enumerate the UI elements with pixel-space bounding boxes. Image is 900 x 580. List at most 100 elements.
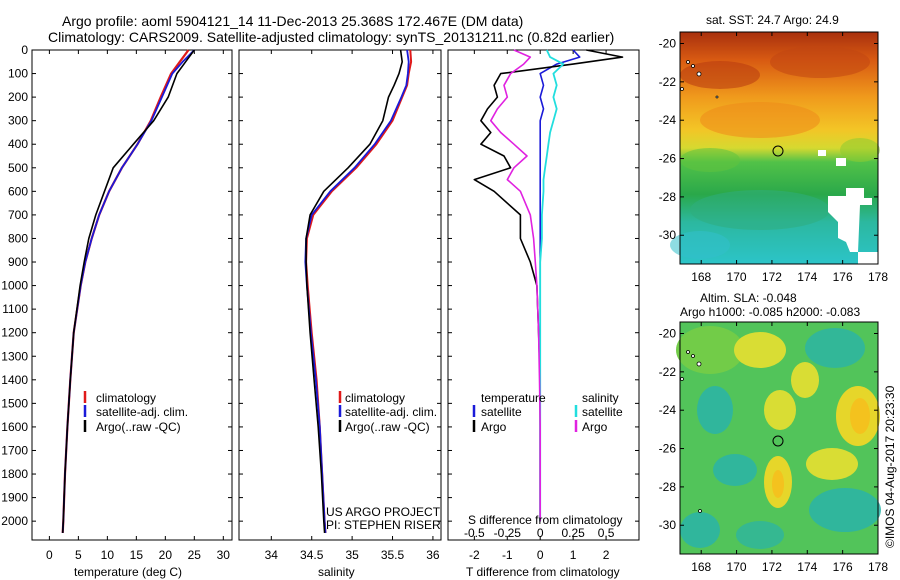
x-tick-label: 5 — [75, 548, 82, 562]
series-line-argo-raw-qc- — [305, 49, 404, 533]
sst-map-nodata-patch-3 — [836, 158, 846, 166]
x-tick-label: 0 — [537, 548, 544, 562]
x-tick-label: 10 — [101, 548, 115, 562]
sla-map-title: Altim. SLA: -0.048 — [700, 291, 797, 305]
legend-label-s-argo: Argo — [582, 420, 608, 434]
map-y-tick-label: -20 — [659, 37, 677, 51]
difference-x-axis: -2 -1 0 1 2 -0.5 -0.25 0 0.25 0.5 — [464, 50, 615, 562]
legend-label-t-argo: Argo — [481, 420, 507, 434]
series-line-salinity-satellite — [539, 49, 565, 522]
s-tick-label: 0 — [537, 526, 544, 540]
temperature-legend: climatology satellite-adj. clim. Argo(..… — [83, 391, 188, 434]
legend-label-s-satellite: satellite — [582, 405, 623, 419]
y-tick-label: 1200 — [1, 326, 28, 340]
salinity-panel: 34 34.5 35 35.5 36 salinity climatology sate… — [238, 49, 442, 579]
y-tick-label: 200 — [8, 90, 28, 104]
y-tick-label: 500 — [8, 161, 28, 175]
sla-map-frame — [679, 321, 879, 555]
x-tick-label: 0 — [46, 548, 53, 562]
difference-x-label: T difference from climatology — [466, 565, 620, 579]
map-y-tick-label: -22 — [659, 75, 677, 89]
map-y-tick-label: -30 — [659, 228, 677, 242]
x-tick-label: 25 — [188, 548, 202, 562]
map-y-tick-label: -28 — [659, 190, 677, 204]
map-x-tick-label: 174 — [797, 270, 817, 284]
y-tick-label: 1900 — [1, 491, 28, 505]
y-tick-label: 400 — [8, 137, 28, 151]
temperature-y-axis: 0 100 200 300 400 500 600 700 800 900 1000 1100 1200… — [1, 43, 232, 528]
legend-label-satellite: satellite-adj. clim. — [345, 405, 437, 419]
difference-legend: temperature satellite Argo salinity sate… — [472, 391, 623, 434]
legend-label-t-satellite: satellite — [481, 405, 522, 419]
x-tick-label: 36 — [426, 548, 440, 562]
map-y-tick-label: -26 — [659, 442, 677, 456]
y-tick-label: 1000 — [1, 279, 28, 293]
x-tick-label: 30 — [217, 548, 231, 562]
y-tick-label: 1300 — [1, 349, 28, 363]
difference-plot-frame — [447, 49, 640, 541]
series-line-salinity-argo — [489, 49, 542, 522]
map-x-tick-label: 178 — [868, 560, 888, 574]
sla-map-islands — [680, 350, 702, 513]
sst-map-texture — [670, 46, 880, 259]
legend-label-climatology: climatology — [345, 391, 405, 405]
map-x-tick-label: 176 — [833, 270, 853, 284]
sst-map-title: sat. SST: 24.7 Argo: 24.9 — [706, 13, 839, 27]
x-tick-label: 2 — [603, 548, 610, 562]
sla-map-texture — [676, 326, 881, 549]
map-x-tick-label: 174 — [797, 560, 817, 574]
series-line-argo-raw-qc- — [61, 49, 195, 533]
s-tick-label: -0.5 — [464, 526, 485, 540]
salinity-x-label: salinity — [318, 565, 355, 579]
difference-lines — [473, 49, 624, 522]
sst-map-nodata-strip — [858, 252, 878, 264]
salinity-lines — [304, 49, 413, 533]
x-tick-label: 1 — [570, 548, 577, 562]
map-x-tick-label: 172 — [762, 560, 782, 574]
y-tick-label: 1700 — [1, 443, 28, 457]
sla-map-subtitle: Argo h1000: -0.085 h2000: -0.083 — [680, 305, 860, 319]
sla-map-panel: Altim. SLA: -0.048 Argo h1000: -0.085 h2… — [659, 291, 889, 574]
map-x-tick-label: 176 — [833, 560, 853, 574]
s-tick-label: -0.25 — [494, 526, 522, 540]
salinity-y-axis — [239, 49, 441, 522]
map-x-tick-label: 168 — [691, 270, 711, 284]
salinity-x-axis: 34 34.5 35 35.5 36 — [265, 50, 440, 562]
map-y-tick-label: -28 — [659, 480, 677, 494]
temperature-x-label: temperature (deg C) — [74, 565, 182, 579]
legend-label-argo: Argo(..raw -QC) — [96, 420, 181, 434]
y-tick-label: 1600 — [1, 420, 28, 434]
map-x-tick-label: 170 — [727, 560, 747, 574]
salinity-plot-frame — [238, 49, 442, 541]
x-tick-label: 34 — [265, 548, 279, 562]
figure-title-line1: Argo profile: aoml 5904121_14 11-Dec-201… — [62, 13, 523, 29]
map-x-tick-label: 168 — [691, 560, 711, 574]
sst-map-nodata-patch — [828, 188, 872, 252]
temperature-x-axis: 0 5 10 15 20 25 30 — [46, 50, 230, 562]
y-tick-label: 1400 — [1, 373, 28, 387]
map-y-tick-label: -22 — [659, 365, 677, 379]
y-tick-label: 2000 — [1, 514, 28, 528]
project-line2: PI: STEPHEN RISER — [326, 518, 441, 532]
s-tick-label: 0.5 — [598, 526, 615, 540]
x-tick-label: -2 — [469, 548, 480, 562]
map-y-tick-label: -24 — [659, 403, 677, 417]
sst-map-nodata-patch-2 — [818, 150, 826, 156]
figure-title-line2: Climatology: CARS2009. Satellite-adjuste… — [48, 29, 614, 45]
imos-watermark: ©IMOS 04-Aug-2017 20:23:30 — [883, 385, 897, 548]
y-tick-label: 600 — [8, 184, 28, 198]
x-tick-label: 15 — [130, 548, 144, 562]
sst-map-panel: sat. SST: 24.7 Argo: 24.9 168 170 172 174 17… — [659, 13, 889, 284]
map-y-tick-label: -20 — [659, 327, 677, 341]
x-tick-label: -1 — [502, 548, 513, 562]
map-y-tick-label: -30 — [659, 518, 677, 532]
series-line-satellite-adj-clim- — [304, 49, 410, 533]
map-x-tick-label: 170 — [727, 270, 747, 284]
sst-map-frame — [679, 31, 879, 265]
project-line1: US ARGO PROJECT — [326, 505, 441, 519]
y-tick-label: 1800 — [1, 467, 28, 481]
x-tick-label: 35.5 — [381, 548, 405, 562]
sla-map-argo-marker — [772, 435, 784, 447]
legend-label-climatology: climatology — [96, 391, 156, 405]
